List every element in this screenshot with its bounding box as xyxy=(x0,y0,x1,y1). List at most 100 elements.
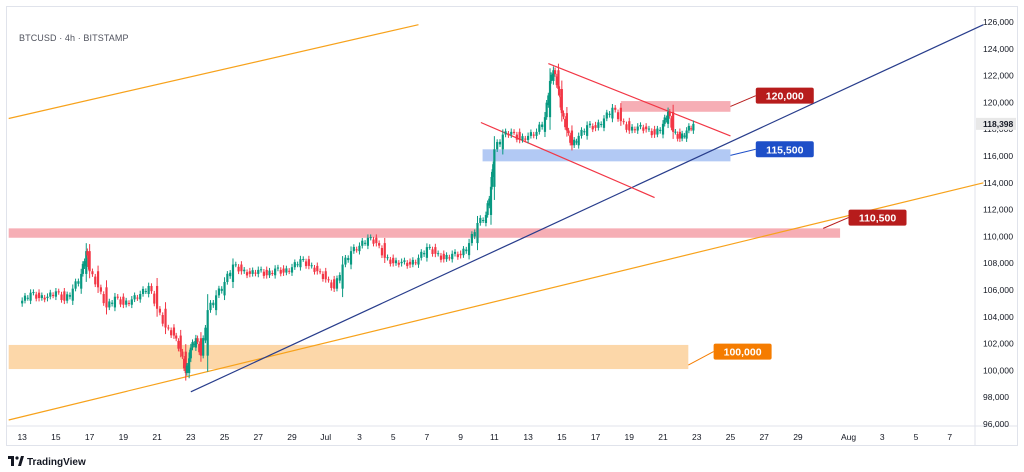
symbol-label: BTCUSD · 4h · BITSTAMP xyxy=(19,33,129,43)
candle-body xyxy=(127,302,131,304)
candle xyxy=(217,285,221,299)
candle xyxy=(558,86,561,98)
candle xyxy=(462,246,465,258)
candle xyxy=(77,278,80,287)
candle-body xyxy=(428,246,431,248)
candle-body xyxy=(206,310,209,356)
candle-body xyxy=(515,134,518,140)
candle xyxy=(586,121,589,140)
candle xyxy=(170,327,173,338)
time-tick-label: 7 xyxy=(947,432,952,442)
time-tick-label: 29 xyxy=(287,432,297,442)
candle xyxy=(87,255,90,270)
candle xyxy=(282,265,285,276)
candle xyxy=(541,121,544,130)
candle-body xyxy=(512,131,516,133)
candle xyxy=(397,260,400,268)
candle-body xyxy=(672,111,675,132)
candle-body xyxy=(265,269,268,276)
candle-body xyxy=(251,270,254,274)
candle-body xyxy=(155,285,159,309)
candle xyxy=(545,99,548,120)
candle-body xyxy=(439,255,443,260)
candle-body xyxy=(223,281,226,296)
candle xyxy=(179,329,182,358)
tradingview-brand[interactable]: TradingView xyxy=(8,455,86,469)
candle-body xyxy=(344,257,347,265)
candle xyxy=(489,176,493,225)
candle xyxy=(676,131,679,142)
candle xyxy=(659,127,662,134)
candle-body xyxy=(642,127,645,131)
price-tick-label: 98,000 xyxy=(983,392,1009,402)
candle xyxy=(400,258,403,267)
candle-body xyxy=(63,291,66,301)
candle xyxy=(116,294,119,300)
candle-body xyxy=(21,300,24,304)
candle-body xyxy=(605,112,608,119)
time-tick-label: 21 xyxy=(152,432,162,442)
candle-body xyxy=(341,264,344,289)
candle xyxy=(670,115,673,131)
candle xyxy=(608,111,611,118)
candle-body xyxy=(212,302,215,306)
time-tick-label: 13 xyxy=(523,432,533,442)
candle-body xyxy=(49,292,52,297)
candle xyxy=(254,269,257,277)
chart-panel[interactable]: BTCUSD · 4h · BITSTAMP xyxy=(6,6,1018,446)
candle-body xyxy=(636,126,639,131)
candle xyxy=(678,128,681,142)
candle-body xyxy=(167,327,170,329)
candle-body xyxy=(645,126,648,130)
candle-body xyxy=(570,130,574,146)
candle xyxy=(553,67,557,77)
label-box xyxy=(755,141,814,158)
candle-body xyxy=(555,76,558,86)
candle xyxy=(532,131,535,139)
candle xyxy=(518,128,521,144)
candle xyxy=(279,267,282,277)
candle xyxy=(681,130,684,142)
candle xyxy=(150,283,153,294)
candle xyxy=(147,282,150,298)
candle-body xyxy=(437,253,440,255)
candle xyxy=(188,349,191,362)
label-box xyxy=(848,209,907,226)
candle xyxy=(91,268,94,277)
candle-body xyxy=(591,126,594,130)
candle-body xyxy=(119,299,122,305)
candle xyxy=(473,229,476,240)
candle-body xyxy=(560,89,563,114)
candle-body xyxy=(473,232,476,237)
candle xyxy=(491,169,494,190)
candle xyxy=(202,335,205,359)
candle-body xyxy=(491,171,494,187)
candle xyxy=(456,251,459,260)
candle xyxy=(548,68,552,130)
candle xyxy=(81,261,84,277)
candle xyxy=(182,356,186,372)
candle xyxy=(431,246,434,257)
label-box xyxy=(713,343,772,360)
candle-body xyxy=(88,251,91,272)
candle-body xyxy=(186,365,190,369)
time-tick-label: 9 xyxy=(458,432,463,442)
candle xyxy=(251,267,254,277)
candle xyxy=(71,284,74,305)
candle xyxy=(451,250,454,263)
candle xyxy=(26,295,29,301)
candle-body xyxy=(170,330,173,336)
time-tick-label: 13 xyxy=(17,432,27,442)
label-text: 115,500 xyxy=(766,144,804,156)
candle xyxy=(74,278,77,292)
price-tick-label: 106,000 xyxy=(983,285,1014,295)
candle-body xyxy=(451,253,454,260)
candle-body xyxy=(681,133,684,139)
candle-body xyxy=(361,240,364,246)
blue-trendline xyxy=(190,24,984,393)
time-tick-label: 25 xyxy=(220,432,230,442)
candle-body xyxy=(565,113,568,131)
price-tick-label: 126,000 xyxy=(983,17,1014,27)
candle xyxy=(299,255,302,271)
